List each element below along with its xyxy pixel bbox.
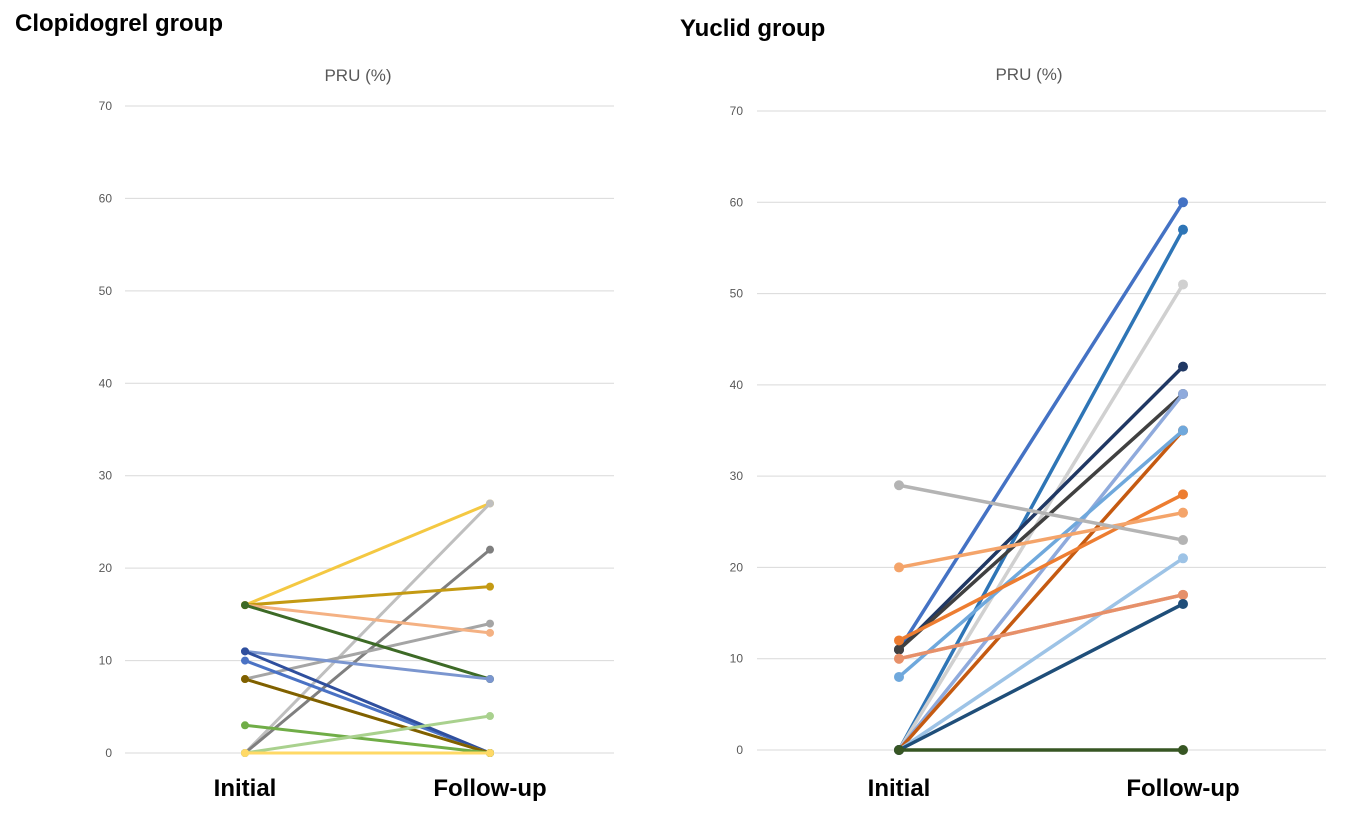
- yuclid-series-point-followup-15: [1178, 598, 1188, 609]
- yuclid-series-line-8: [897, 428, 1185, 679]
- yuclid-series-line-3: [897, 282, 1185, 752]
- yuclid-y-tick-label: 70: [730, 104, 744, 118]
- yuclid-series-line-2: [897, 227, 1185, 752]
- yuclid-x-category-label: Initial: [868, 775, 931, 802]
- clopidogrel-y-tick-label: 60: [99, 191, 113, 205]
- clopidogrel-series-point-initial-10: [241, 647, 249, 656]
- yuclid-series-line-12: [897, 556, 1185, 752]
- clopidogrel-series-point-initial-15: [241, 749, 249, 757]
- clopidogrel-y-tick-label: 70: [99, 99, 113, 113]
- clopidogrel-series-line-10: [243, 649, 492, 755]
- clopidogrel-x-category-label: Initial: [214, 775, 277, 802]
- yuclid-series-line-5: [897, 392, 1185, 652]
- yuclid-series-line-15: [897, 602, 1185, 752]
- yuclid-y-tick-label: 30: [730, 469, 744, 483]
- yuclid-series-point-followup-4: [1178, 361, 1188, 372]
- clopidogrel-series-line-12: [243, 677, 492, 755]
- clopidogrel-series-point-followup-8: [486, 675, 494, 684]
- clopidogrel-series-point-initial-12: [241, 675, 249, 684]
- clopidogrel-series-point-followup-6: [486, 628, 494, 637]
- yuclid-series-line-10: [897, 510, 1185, 570]
- yuclid-series-line-7: [897, 428, 1185, 752]
- yuclid-series-point-initial-10: [894, 562, 904, 573]
- clopidogrel-y-tick-label: 10: [99, 654, 113, 668]
- yuclid-plot-title: PRU (%): [995, 65, 1062, 84]
- clopidogrel-series-point-followup-3: [486, 545, 494, 554]
- clopidogrel-series-point-followup-5: [486, 619, 494, 628]
- clopidogrel-series-point-initial-7: [241, 601, 249, 610]
- yuclid-series-line-14: [897, 593, 1185, 661]
- yuclid-series-point-followup-14: [1178, 589, 1188, 600]
- yuclid-y-tick-label: 60: [730, 195, 744, 209]
- clopidogrel-y-tick-label: 40: [99, 376, 113, 390]
- clopidogrel-series-line-7: [243, 603, 492, 681]
- yuclid-series-point-followup-12: [1178, 553, 1188, 564]
- yuclid-series-point-followup-16: [1178, 745, 1188, 755]
- clopidogrel-series-line-14: [243, 714, 492, 755]
- yuclid-series-point-followup-6: [1178, 388, 1188, 399]
- chart-title-clopidogrel: Clopidogrel group: [15, 10, 223, 37]
- clopidogrel-series-point-initial-9: [241, 656, 249, 665]
- clopidogrel-y-tick-label: 0: [105, 746, 112, 760]
- chart-title-yuclid: Yuclid group: [680, 15, 826, 42]
- clopidogrel-x-category-label: Follow-up: [433, 775, 546, 802]
- yuclid-series-point-followup-10: [1178, 507, 1188, 518]
- yuclid-series-point-followup-8: [1178, 425, 1188, 436]
- yuclid-y-tick-label: 40: [730, 378, 744, 392]
- yuclid-series-point-initial-11: [894, 480, 904, 491]
- yuclid-series-line-4: [897, 364, 1185, 652]
- clopidogrel-series-point-followup-14: [486, 712, 494, 721]
- yuclid-y-tick-label: 50: [730, 287, 744, 301]
- yuclid-series-line-1: [897, 200, 1185, 652]
- yuclid-series-point-followup-1: [1178, 197, 1188, 208]
- clopidogrel-series-line-2: [243, 501, 492, 755]
- clopidogrel-series-point-initial-13: [241, 721, 249, 730]
- yuclid-y-tick-label: 10: [730, 652, 744, 666]
- clopidogrel-series-line-1: [243, 501, 492, 607]
- clopidogrel-series-line-4: [243, 585, 492, 607]
- yuclid-series-point-followup-2: [1178, 224, 1188, 235]
- clopidogrel-series-point-followup-15: [486, 749, 494, 757]
- yuclid-series-line-6: [897, 392, 1185, 752]
- clopidogrel-series-line-8: [243, 649, 492, 681]
- clopidogrel-series-point-followup-4: [486, 582, 494, 591]
- clopidogrel-y-tick-label: 50: [99, 284, 113, 298]
- clopidogrel-series-point-followup-2: [486, 499, 494, 508]
- yuclid-y-tick-label: 0: [736, 743, 743, 757]
- clopidogrel-y-tick-label: 20: [99, 561, 113, 575]
- clopidogrel-series-line-6: [243, 603, 492, 635]
- yuclid-series-point-initial-5: [894, 644, 904, 655]
- clopidogrel-series-line-13: [243, 723, 492, 755]
- yuclid-series-point-initial-9: [894, 635, 904, 646]
- yuclid-series-point-initial-14: [894, 653, 904, 664]
- yuclid-series-point-followup-9: [1178, 489, 1188, 500]
- yuclid-series-point-initial-8: [894, 671, 904, 682]
- yuclid-series-point-followup-11: [1178, 535, 1188, 546]
- clopidogrel-y-tick-label: 30: [99, 469, 113, 483]
- clopidogrel-series-line-5: [243, 622, 492, 681]
- yuclid-x-category-label: Follow-up: [1126, 775, 1239, 802]
- yuclid-series-line-9: [897, 492, 1185, 643]
- yuclid-series-line-11: [897, 483, 1185, 542]
- yuclid-y-tick-label: 20: [730, 560, 744, 574]
- yuclid-series-point-initial-16: [894, 745, 904, 755]
- yuclid-series-point-followup-3: [1178, 279, 1188, 290]
- clopidogrel-plot-title: PRU (%): [324, 66, 391, 85]
